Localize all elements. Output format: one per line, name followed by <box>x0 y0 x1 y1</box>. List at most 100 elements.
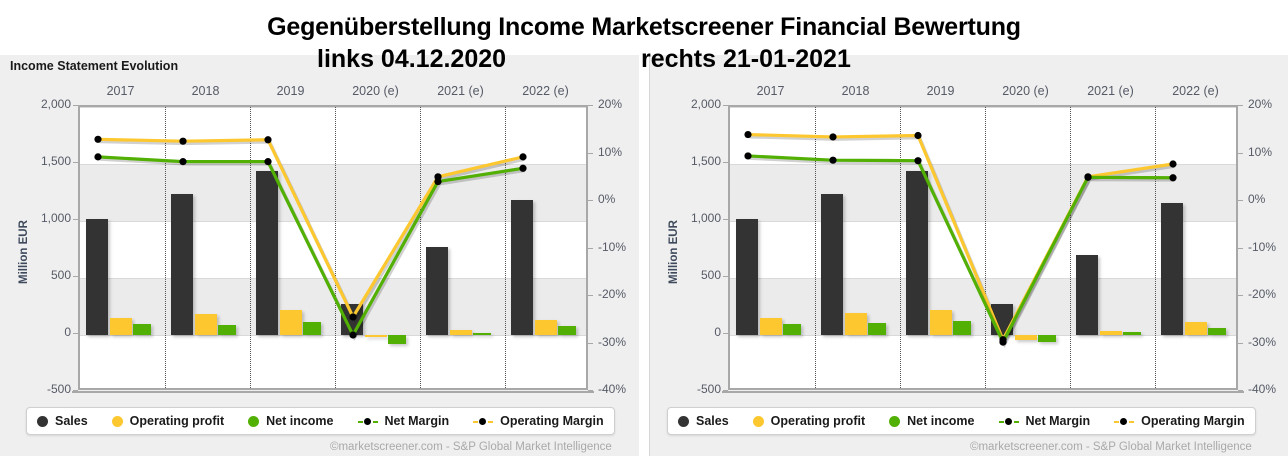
y-axis-tick-label: 500 <box>700 268 721 282</box>
data-point-marker <box>999 336 1007 344</box>
bar-net-income <box>953 321 971 335</box>
legend-line-segment <box>372 420 378 423</box>
y2-axis-tickmark <box>1238 105 1243 106</box>
legend-item-operating-profit[interactable]: Operating profit <box>111 414 225 428</box>
legend-line-segment <box>998 420 1004 423</box>
legend-item-operating-margin[interactable]: Operating Margin <box>1114 414 1245 428</box>
y2-axis-tick-label: 0% <box>598 192 616 206</box>
bar-sales <box>256 171 278 335</box>
panel-header-left: Income Statement Evolution <box>10 59 179 73</box>
bar-net-income <box>133 324 151 335</box>
gridline-vertical <box>505 107 506 388</box>
legend-dashed-line-icon <box>357 416 378 427</box>
income-statement-chart-left: -500 0 500 1,000 1,500 2,000 -40% -30% -20% -10% 0… <box>0 55 639 407</box>
x-axis-category-label: 2018 <box>841 84 870 98</box>
legend-item-sales[interactable]: Sales <box>678 414 729 428</box>
legend-label: Operating Margin <box>500 414 604 428</box>
y-axis-tick-label: 500 <box>50 268 71 282</box>
bar-net-income <box>1123 332 1141 335</box>
legend-item-net-income[interactable]: Net income <box>248 414 334 428</box>
legend-label: Net Margin <box>384 414 450 428</box>
y-axis-tickmark <box>73 162 78 163</box>
bar-operating-profit <box>1100 330 1122 335</box>
legend-item-operating-profit[interactable]: Operating profit <box>752 414 865 428</box>
legend-dot-icon <box>111 415 123 427</box>
x-axis-category-label: 2020 (e) <box>352 84 399 98</box>
y-axis-tickmark <box>73 333 78 334</box>
x-axis-category-label: 2017 <box>756 84 785 98</box>
y2-axis-tick-label: -10% <box>1248 239 1277 254</box>
bar-operating-profit <box>450 329 472 335</box>
gridline-horizontal <box>730 164 1236 165</box>
y-axis-tickmark <box>73 390 78 391</box>
legend-dashed-line-icon <box>473 416 494 427</box>
x-axis-category-label: 2021 (e) <box>1087 84 1134 98</box>
legend-item-net-margin[interactable]: Net Margin <box>998 414 1091 428</box>
legend-item-sales[interactable]: Sales <box>37 414 88 428</box>
legend-label: Operating profit <box>129 414 225 428</box>
y2-axis-tick-label: -40% <box>598 382 627 396</box>
gridline-horizontal <box>730 107 1236 108</box>
legend-label: Sales <box>696 414 729 428</box>
gridline-horizontal <box>730 335 1236 336</box>
x-axis-baseline <box>722 391 1244 393</box>
y-axis-tickmark <box>723 105 728 106</box>
y2-axis-tickmark <box>588 152 593 154</box>
y-axis-tickmark <box>723 219 728 220</box>
legend-line-segment <box>1129 420 1135 423</box>
legend-item-net-income[interactable]: Net income <box>889 414 975 428</box>
x-axis-category-label: 2018 <box>191 84 220 98</box>
y-axis-tickmark <box>73 105 78 106</box>
chart-panel-right: -500 0 500 1,000 1,500 2,000 -40% -30% -20% -10% 0… <box>649 55 1288 456</box>
legend-marker-dot <box>1120 417 1128 425</box>
y2-axis-tickmark <box>1238 200 1243 201</box>
y2-axis-tickmark <box>588 295 593 296</box>
legend-dot-icon <box>889 415 901 427</box>
legend-item-operating-margin[interactable]: Operating Margin <box>473 414 604 428</box>
bar-sales <box>86 219 108 335</box>
legend-line-segment <box>488 420 494 423</box>
bar-operating-profit <box>1185 321 1207 335</box>
plot-area <box>78 105 588 390</box>
legend-dashed-line-icon <box>1114 416 1135 427</box>
gridline-vertical <box>900 107 901 388</box>
gridline-horizontal <box>80 335 586 336</box>
y-axis-tick-label: -500 <box>696 382 721 396</box>
y-axis-tickmark <box>723 162 728 163</box>
bar-net-income <box>303 322 321 335</box>
x-axis-category-label: 2019 <box>276 84 305 98</box>
x-axis-category-label: 2022 (e) <box>1172 84 1219 98</box>
y2-axis-tickmark <box>588 390 593 391</box>
bar-net-income <box>558 325 576 335</box>
legend-line-segment <box>357 420 363 423</box>
y2-axis-tick-label: -40% <box>1248 382 1277 396</box>
bar-operating-profit <box>930 309 952 335</box>
plot-area <box>728 105 1238 390</box>
legend-line-segment <box>473 420 479 423</box>
gridline-vertical <box>420 107 421 388</box>
bar-operating-profit <box>845 313 867 335</box>
y2-axis-tickmark <box>588 105 593 106</box>
bar-sales <box>991 303 1013 335</box>
bar-net-income <box>473 332 491 335</box>
gridline-horizontal <box>80 107 586 108</box>
data-point-marker <box>179 137 187 145</box>
x-axis-category-label: 2020 (e) <box>1002 84 1049 98</box>
bar-operating-profit <box>760 317 782 335</box>
income-statement-chart-right: -500 0 500 1,000 1,500 2,000 -40% -30% -20% -10% 0… <box>650 55 1288 407</box>
legend-item-net-margin[interactable]: Net Margin <box>357 414 450 428</box>
bar-operating-profit <box>110 317 132 335</box>
legend-label: Net Margin <box>1025 414 1091 428</box>
gridline-vertical <box>1070 107 1071 388</box>
y2-axis-tick-label: -30% <box>1248 334 1277 349</box>
legend-line-segment <box>1114 420 1120 423</box>
y2-axis-tick-label: 10% <box>1248 144 1273 159</box>
y2-axis-tickmark <box>588 247 593 249</box>
y2-axis-tick-label: 10% <box>598 144 623 159</box>
y2-axis-tick-label: -10% <box>598 239 627 254</box>
y-axis-tick-label: 0 <box>714 325 721 339</box>
x-axis-category-label: 2019 <box>926 84 955 98</box>
y2-axis-tick-label: 0% <box>1248 192 1266 206</box>
gridline-vertical <box>985 107 986 388</box>
